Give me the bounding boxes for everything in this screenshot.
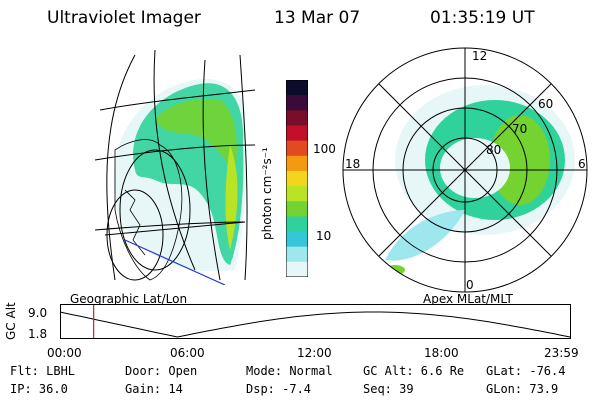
left-map-title: Geographic Lat/Lon — [70, 292, 188, 306]
polar-grid — [342, 47, 588, 293]
timeline-xtick-0000: 00:00 — [47, 346, 82, 360]
colorbar — [286, 80, 308, 277]
track-line — [124, 239, 226, 285]
colorbar-band — [286, 140, 308, 157]
timeline-xtick-1800: 18:00 — [424, 346, 459, 360]
coastlines — [114, 139, 183, 281]
colorbar-band — [286, 110, 308, 126]
terminator-line — [104, 221, 246, 236]
colorbar-band — [286, 231, 308, 248]
timeline-xtick-1200: 12:00 — [297, 346, 332, 360]
instrument-title: Ultraviolet Imager — [47, 8, 201, 28]
time-label: 01:35:19 UT — [430, 8, 535, 28]
date-label: 13 Mar 07 — [274, 8, 361, 28]
colorbar-band — [286, 201, 308, 217]
timeline-ytick-1-8: 1.8 — [28, 327, 48, 341]
ring-label-80: 80 — [486, 143, 502, 157]
right-map-title: Apex MLat/MLT — [423, 292, 513, 306]
aurora-bright — [155, 98, 237, 170]
glon-field: GLon: 73.9 — [486, 382, 559, 396]
ring-label-60: 60 — [538, 97, 554, 111]
colorbar-band — [286, 170, 308, 187]
colorbar-band — [286, 125, 308, 142]
colorbar-band — [286, 246, 308, 263]
mode-field: Mode: Normal — [246, 364, 333, 378]
polar-label-top: 12 — [472, 49, 488, 63]
polar-label-right: 6 — [578, 157, 586, 171]
door-field: Door: Open — [125, 364, 198, 378]
colorbar-label: photon cm⁻²s⁻¹ — [260, 147, 274, 240]
timeline-ytick-9: 9.0 — [28, 306, 48, 320]
timeline-xtick-0600: 06:00 — [170, 346, 205, 360]
altitude-curve — [60, 311, 571, 338]
filter-field: Flt: LBHL — [10, 364, 76, 378]
colorbar-band — [286, 216, 308, 233]
geographic-map — [95, 50, 256, 285]
colorbar-band — [286, 95, 308, 111]
ring-label-70: 70 — [512, 122, 528, 136]
colorbar-tick-10: 10 — [316, 229, 332, 243]
seq-field: Seq: 39 — [363, 382, 414, 396]
colorbar-band — [286, 186, 308, 202]
apex-polar-map — [342, 47, 588, 293]
gc-alt-field: GC Alt: 6.6 Re — [363, 364, 465, 378]
timeline-xtick-2359: 23:59 — [544, 346, 579, 360]
colorbar-band — [286, 80, 308, 96]
ip-field: IP: 36.0 — [10, 382, 68, 396]
timeline-ylabel: GC Alt — [4, 302, 18, 340]
polar-label-left: 18 — [345, 157, 361, 171]
glat-field: GLat: -76.4 — [486, 364, 566, 378]
altitude-timeline — [60, 304, 571, 339]
polar-label-bottom: 0 — [466, 278, 474, 292]
polar-dawn-arc — [385, 210, 465, 261]
dsp-field: Dsp: -7.4 — [246, 382, 312, 396]
gain-field: Gain: 14 — [125, 382, 183, 396]
colorbar-band — [286, 261, 308, 277]
colorbar-tick-100: 100 — [313, 142, 336, 156]
colorbar-band — [286, 155, 308, 172]
graticule — [95, 50, 256, 281]
